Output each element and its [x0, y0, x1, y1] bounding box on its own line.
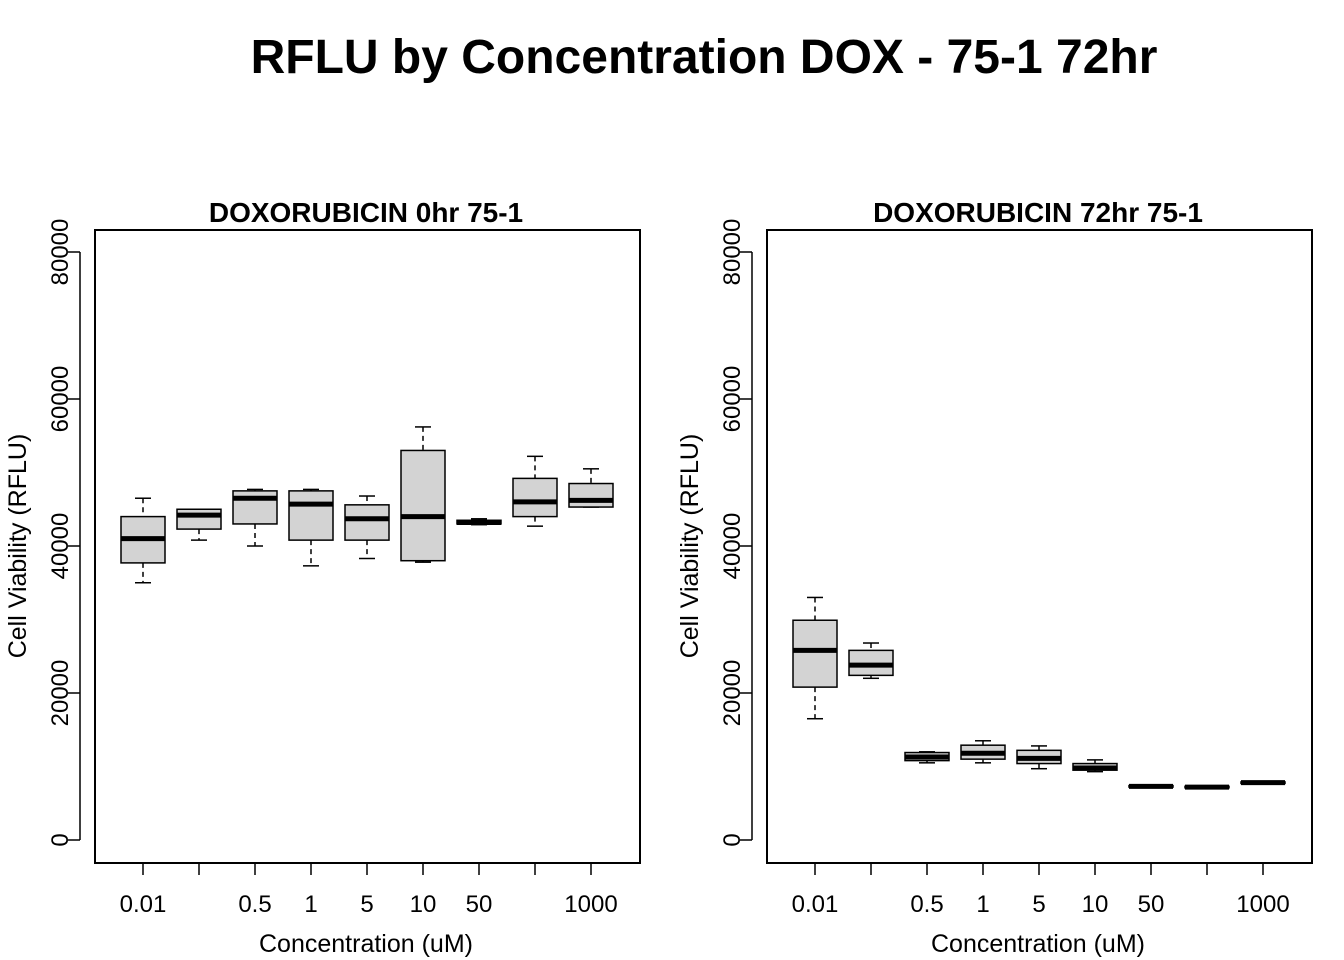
y-tick-label: 60000	[719, 366, 746, 433]
x-axis-label-right: Concentration (uM)	[931, 930, 1145, 958]
x-tick-label: 1000	[564, 891, 617, 918]
boxplot-50	[456, 518, 502, 526]
y-tick-label: 80000	[719, 219, 746, 286]
y-tick-label: 80000	[47, 219, 74, 286]
box-iqr	[176, 508, 222, 530]
y-tick-label: 60000	[47, 366, 74, 433]
x-tick-label: 50	[466, 891, 493, 918]
y-tick-label: 0	[719, 833, 746, 846]
x-tick-label: 1	[976, 891, 989, 918]
boxplot-0.1	[176, 508, 222, 541]
x-tick-label: 5	[1032, 891, 1045, 918]
plot-frame	[94, 229, 641, 864]
panel-title-right: DOXORUBICIN 72hr 75-1	[873, 197, 1203, 228]
x-tick-label: 0.5	[238, 891, 271, 918]
x-tick-label: 0.01	[792, 891, 839, 918]
x-tick-label: 0.01	[120, 891, 167, 918]
page-title: RFLU by Concentration DOX - 75-1 72hr	[250, 31, 1158, 84]
x-tick-label: 50	[1138, 891, 1165, 918]
boxplot-10	[1072, 759, 1118, 773]
y-axis-label-left: Cell Viability (RFLU)	[4, 434, 32, 659]
box-iqr	[568, 482, 614, 508]
x-tick-label: 0.5	[910, 891, 943, 918]
box-iqr	[344, 504, 390, 541]
boxplot-0.5	[904, 751, 950, 764]
boxplot-10	[400, 426, 446, 563]
panel-title-left: DOXORUBICIN 0hr 75-1	[209, 197, 523, 228]
boxplot-5	[344, 495, 390, 560]
box-iqr	[792, 619, 838, 688]
boxplot-5	[1016, 745, 1062, 770]
y-tick-label: 20000	[719, 660, 746, 727]
boxplot-1000	[568, 468, 614, 508]
chart-panel-right: DOXORUBICIN 72hr 75-1 Concentration (uM)…	[676, 197, 1203, 958]
x-tick-label: 10	[1082, 891, 1109, 918]
box-iqr	[288, 490, 334, 541]
boxplot-1	[960, 740, 1006, 764]
box-iqr	[512, 477, 558, 518]
boxplot-0.1	[848, 642, 894, 680]
chart-marks-right: 0 20000 40000 60000 80000 0.01 0.5 1 5 10 50 1000	[719, 219, 1313, 918]
y-tick-label: 0	[47, 833, 74, 846]
x-tick-label: 1000	[1236, 891, 1289, 918]
y-tick-label: 40000	[47, 513, 74, 580]
boxplot-100	[512, 455, 558, 527]
box-iqr	[400, 449, 446, 562]
x-tick-label: 10	[410, 891, 437, 918]
y-tick-label: 40000	[719, 513, 746, 580]
x-tick-label: 1	[304, 891, 317, 918]
y-tick-label: 20000	[47, 660, 74, 727]
y-axis-label-right: Cell Viability (RFLU)	[676, 434, 704, 659]
boxplot-100	[1184, 784, 1230, 790]
chart-panel-left: DOXORUBICIN 0hr 75-1 Concentration (uM) …	[4, 197, 523, 958]
boxplot-50	[1128, 783, 1174, 789]
x-axis-label-left: Concentration (uM)	[259, 930, 473, 958]
x-tick-label: 5	[360, 891, 373, 918]
boxplot-1	[288, 488, 334, 567]
boxplot-0.01	[792, 596, 838, 720]
boxplot-0.01	[120, 497, 166, 584]
chart-marks-left: 0 20000 40000 60000 80000 0.01 0.5 1 5 10 50 1000	[47, 219, 641, 918]
boxplot-1000	[1240, 780, 1286, 786]
boxplot-0.5	[232, 488, 278, 547]
